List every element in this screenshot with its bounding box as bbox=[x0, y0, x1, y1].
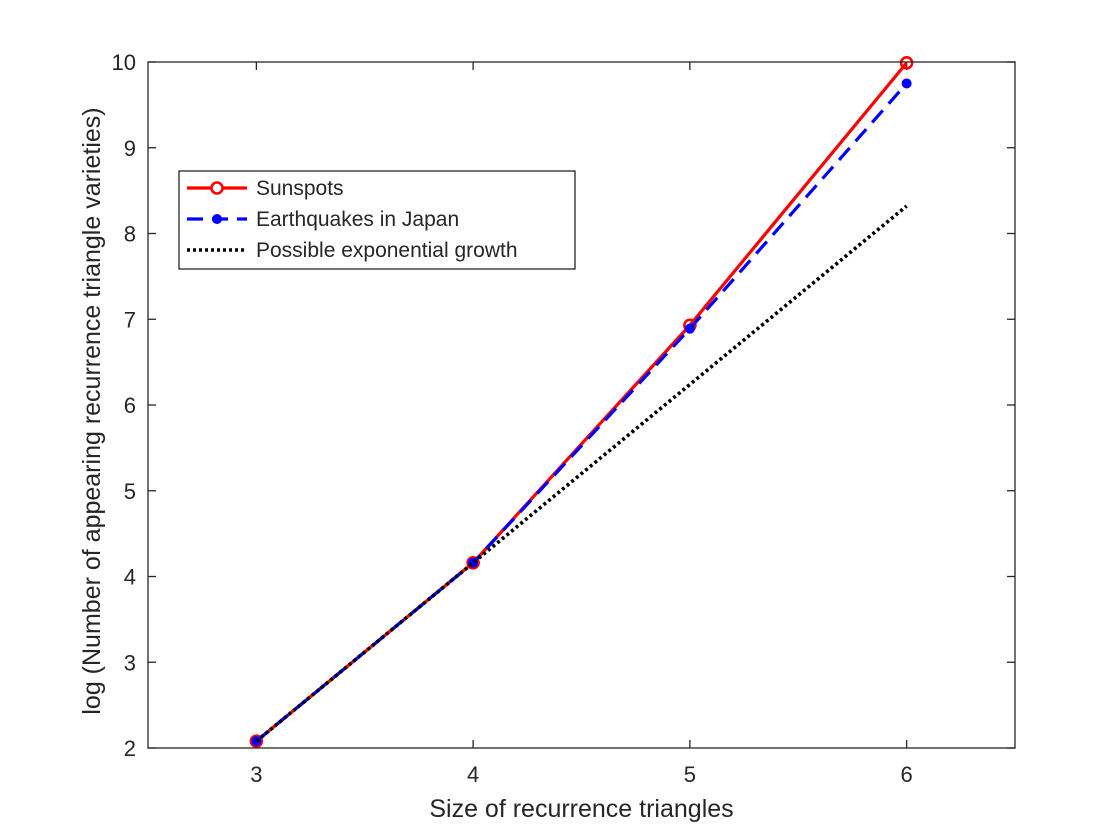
legend-marker bbox=[210, 181, 224, 195]
x-tick-label: 3 bbox=[250, 762, 262, 787]
y-tick-label: 9 bbox=[124, 136, 136, 161]
data-point bbox=[684, 323, 695, 334]
y-tick-label: 3 bbox=[124, 650, 136, 675]
legend-item: Possible exponential growth bbox=[187, 239, 518, 262]
x-tick-label: 6 bbox=[901, 762, 913, 787]
y-axis-label: log (Number of appearing recurrence tria… bbox=[78, 107, 106, 714]
data-point bbox=[468, 557, 479, 568]
y-tick-label: 4 bbox=[124, 565, 136, 590]
series-0 bbox=[249, 56, 914, 748]
y-tick-label: 8 bbox=[124, 222, 136, 247]
series-layer bbox=[249, 56, 914, 748]
series-line bbox=[255, 61, 908, 743]
y-tick-label: 5 bbox=[124, 479, 136, 504]
x-tick-label: 4 bbox=[467, 762, 479, 787]
data-point bbox=[899, 56, 914, 70]
legend-item: Earthquakes in Japan bbox=[187, 208, 459, 231]
x-tick-label: 5 bbox=[684, 762, 696, 787]
legend-label: Earthquakes in Japan bbox=[256, 208, 459, 231]
series-2 bbox=[255, 204, 908, 743]
axes-box bbox=[147, 61, 1016, 749]
y-tick-label: 2 bbox=[124, 736, 136, 761]
y-tick-label: 10 bbox=[112, 50, 136, 75]
series-line bbox=[255, 204, 908, 743]
legend-marker bbox=[212, 214, 222, 224]
y-tick-label: 7 bbox=[124, 307, 136, 332]
legend: Sunspots Earthquakes in Japan Possible exp… bbox=[178, 170, 576, 270]
data-point bbox=[901, 78, 912, 89]
data-point bbox=[249, 734, 264, 748]
x-axis-label: Size of recurrence triangles bbox=[429, 795, 733, 823]
legend-item: Sunspots bbox=[187, 177, 344, 200]
y-tick-label: 6 bbox=[124, 393, 136, 418]
legend-label: Possible exponential growth bbox=[256, 239, 518, 262]
axis-ticks bbox=[148, 61, 1015, 749]
legend-label: Sunspots bbox=[256, 177, 344, 200]
data-point bbox=[466, 555, 480, 570]
tick-labels: 3 4 5 6 2 3 4 5 6 7 8 9 10 bbox=[112, 50, 913, 787]
